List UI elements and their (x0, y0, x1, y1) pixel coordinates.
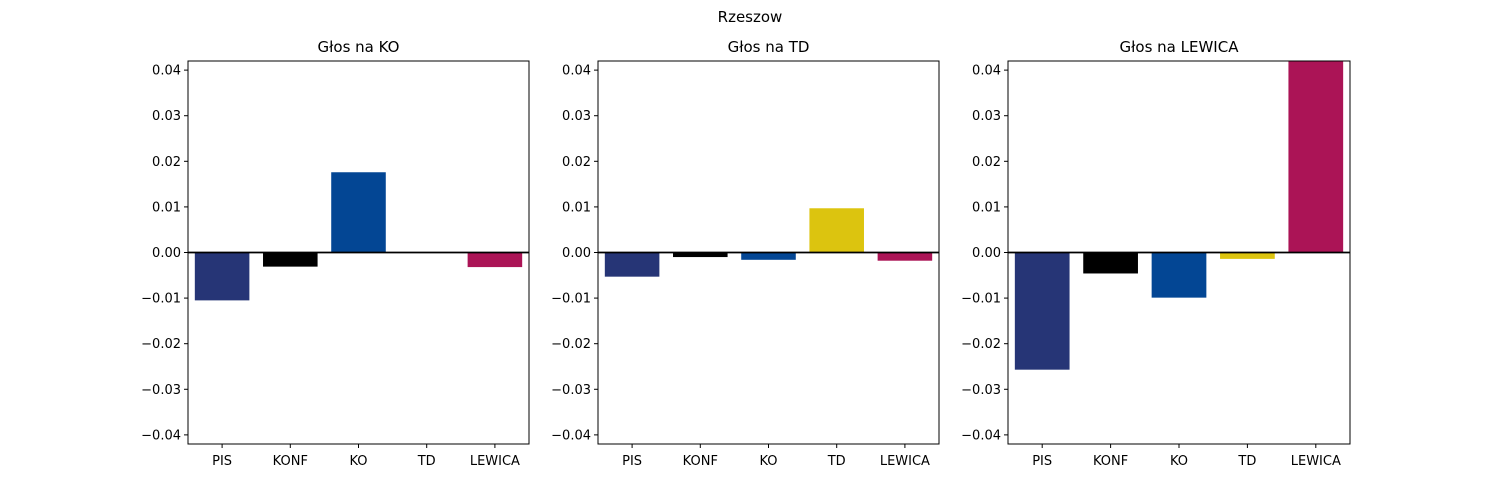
y-tick-label: −0.04 (551, 428, 591, 443)
x-tick-label: PIS (212, 454, 232, 469)
x-tick-label: PIS (1032, 454, 1052, 469)
bar-pis (194, 252, 250, 301)
bar-pis (1014, 252, 1070, 370)
y-tick-label: −0.02 (141, 337, 181, 352)
x-tick-label: KO (759, 454, 777, 469)
y-tick-label: 0.03 (972, 109, 1001, 124)
bar-ko (1151, 252, 1207, 298)
y-tick-label: 0.00 (972, 246, 1001, 261)
y-tick-label: 0.03 (152, 109, 181, 124)
bar-ko (741, 252, 796, 260)
bar-pis (604, 252, 660, 277)
bar-td (809, 208, 864, 253)
subplot-lewica: Głos na LEWICA −0.04 −0.03 −0.02 −0.01 0.00 0… (961, 38, 1351, 469)
y-tick-label: 0.01 (972, 200, 1001, 215)
x-tick-label: KO (1170, 454, 1188, 469)
y-tick-label: 0.02 (152, 155, 181, 170)
bar-konf (263, 252, 318, 267)
bar-lewica (1288, 61, 1344, 253)
y-tick-label: −0.01 (551, 292, 591, 307)
bar-konf (673, 252, 728, 258)
x-tick-label: TD (827, 454, 846, 469)
x-tick-label: KO (349, 454, 367, 469)
x-tick-label: KONF (683, 454, 718, 469)
y-tick-label: −0.04 (961, 428, 1001, 443)
y-tick-label: −0.02 (551, 337, 591, 352)
y-tick-label: 0.00 (152, 246, 181, 261)
bar-ko (331, 172, 386, 253)
x-tick-label: LEWICA (1291, 454, 1341, 469)
subplot-td: Głos na TD −0.04 −0.03 −0.02 −0.01 0.00 0.01 0… (551, 38, 940, 469)
y-tick-label: −0.04 (141, 428, 181, 443)
y-tick-label: 0.03 (562, 109, 591, 124)
y-tick-label: 0.04 (972, 64, 1001, 79)
x-tick-label: PIS (622, 454, 642, 469)
x-tick-label: KONF (273, 454, 308, 469)
subplot-title: Głos na KO (318, 38, 400, 56)
x-tick-label: TD (1237, 454, 1256, 469)
bar-lewica (877, 252, 933, 261)
bar-td (1220, 252, 1275, 259)
bar-konf (1083, 252, 1138, 274)
y-tick-label: 0.04 (562, 64, 591, 79)
bar-lewica (467, 252, 523, 268)
x-tick-label: KONF (1093, 454, 1128, 469)
y-tick-label: 0.01 (152, 200, 181, 215)
y-tick-label: −0.02 (961, 337, 1001, 352)
figure-title: Rzeszow (718, 8, 783, 26)
subplot-ko: Głos na KO −0.04 −0.03 −0.02 −0.01 0.00 0.01 0… (141, 38, 530, 469)
y-tick-label: 0.02 (562, 155, 591, 170)
y-tick-label: 0.04 (152, 64, 181, 79)
y-tick-label: −0.01 (141, 292, 181, 307)
x-tick-label: LEWICA (470, 454, 520, 469)
y-tick-label: 0.01 (562, 200, 591, 215)
y-tick-label: −0.01 (961, 292, 1001, 307)
x-tick-label: LEWICA (880, 454, 930, 469)
x-tick-label: TD (417, 454, 436, 469)
y-tick-label: −0.03 (961, 383, 1001, 398)
y-tick-label: −0.03 (551, 383, 591, 398)
subplot-title: Głos na LEWICA (1120, 38, 1240, 56)
y-tick-label: 0.02 (972, 155, 1001, 170)
subplot-title: Głos na TD (728, 38, 810, 56)
y-tick-label: −0.03 (141, 383, 181, 398)
y-tick-label: 0.00 (562, 246, 591, 261)
